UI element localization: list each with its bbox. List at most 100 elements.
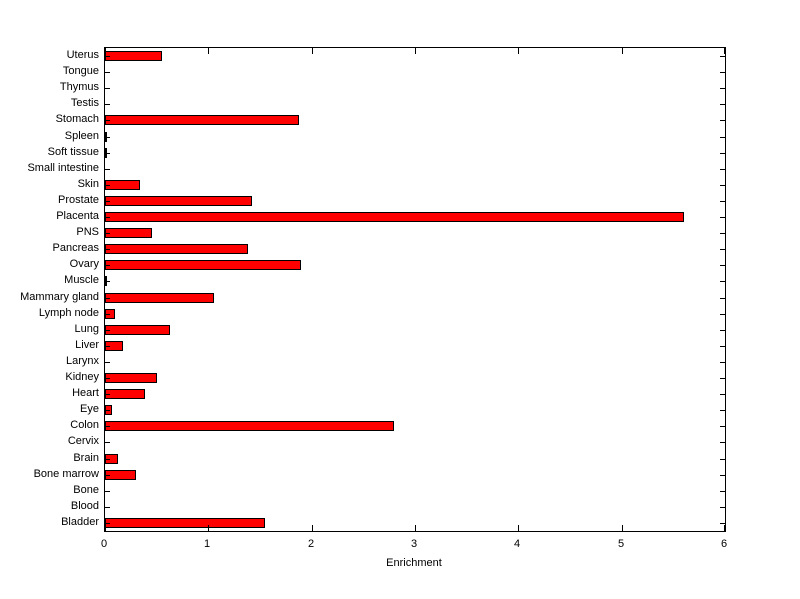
x-tick [208, 48, 209, 54]
x-tick [415, 48, 416, 54]
y-tick-label: Thymus [59, 81, 99, 94]
y-tick [105, 233, 110, 234]
y-tick-label: Small intestine [27, 161, 99, 174]
y-tick [105, 201, 110, 202]
y-tick-label: Stomach [55, 113, 99, 126]
y-tick [720, 314, 725, 315]
y-tick [720, 507, 725, 508]
bar [105, 453, 118, 464]
y-tick-label: Liver [75, 338, 99, 351]
x-tick-label: 4 [513, 538, 521, 550]
y-tick-label: Heart [72, 387, 99, 400]
y-tick-label: Bladder [61, 515, 99, 528]
y-tick-label: Bone marrow [33, 467, 99, 480]
y-tick [105, 249, 110, 250]
y-tick-label: Blood [70, 499, 99, 512]
bar [105, 51, 162, 62]
x-tick [208, 525, 209, 531]
y-tick [105, 378, 110, 379]
y-tick-label: Lymph node [38, 306, 99, 319]
y-tick-label: Cervix [67, 435, 99, 448]
bar [105, 389, 145, 400]
y-tick-label: Testis [70, 97, 99, 110]
bar [105, 421, 394, 432]
bar [105, 131, 107, 142]
y-tick [720, 265, 725, 266]
x-tick [724, 48, 725, 54]
y-tick-label: Skin [77, 177, 99, 190]
y-tick [105, 459, 110, 460]
x-tick [518, 525, 519, 531]
y-tick-label: Lung [74, 322, 99, 335]
y-tick [105, 426, 110, 427]
x-axis-title: Enrichment [386, 557, 442, 569]
y-tick [105, 491, 110, 492]
x-tick-label: 1 [203, 538, 211, 550]
bar [105, 244, 248, 255]
bar [105, 308, 115, 319]
plot-area [104, 47, 726, 532]
y-tick [720, 298, 725, 299]
y-tick [720, 169, 725, 170]
y-tick [105, 314, 110, 315]
x-tick [312, 525, 313, 531]
x-tick [415, 525, 416, 531]
y-tick-label: Brain [73, 451, 99, 464]
y-tick [105, 217, 110, 218]
y-tick [720, 185, 725, 186]
y-tick [720, 426, 725, 427]
bar [105, 340, 123, 351]
y-tick [105, 265, 110, 266]
y-tick [105, 523, 110, 524]
y-tick [105, 120, 110, 121]
y-tick [105, 394, 110, 395]
y-tick [720, 72, 725, 73]
y-tick-label: Kidney [65, 371, 99, 384]
y-tick [720, 153, 725, 154]
x-tick [518, 48, 519, 54]
y-tick [105, 475, 110, 476]
x-tick [312, 48, 313, 54]
y-tick-label: Placenta [56, 210, 99, 223]
x-tick [622, 48, 623, 54]
y-tick-label: Spleen [64, 129, 99, 142]
y-tick [105, 137, 110, 138]
y-tick [720, 137, 725, 138]
y-tick [105, 298, 110, 299]
y-tick-label: Tongue [62, 65, 99, 78]
x-tick [724, 525, 725, 531]
y-tick-label: Eye [80, 403, 99, 416]
y-tick [720, 491, 725, 492]
y-tick [720, 281, 725, 282]
y-tick-label: PNS [76, 226, 99, 239]
y-tick [105, 56, 110, 57]
y-tick [720, 104, 725, 105]
x-tick [105, 48, 106, 54]
bar [105, 373, 157, 384]
y-tick [720, 394, 725, 395]
y-tick-label: Colon [70, 419, 99, 432]
y-tick [720, 362, 725, 363]
bar [105, 212, 684, 223]
y-tick [105, 88, 110, 89]
bar [105, 115, 299, 126]
y-tick [105, 330, 110, 331]
y-tick [720, 217, 725, 218]
y-tick [720, 88, 725, 89]
y-tick [720, 459, 725, 460]
y-tick-label: Prostate [58, 193, 99, 206]
y-tick-label: Muscle [64, 274, 99, 287]
x-tick-label: 6 [720, 538, 728, 550]
bar [105, 292, 214, 303]
x-tick-label: 2 [307, 538, 315, 550]
bar [105, 147, 107, 158]
y-tick [105, 346, 110, 347]
y-tick [720, 475, 725, 476]
bar [105, 324, 170, 335]
y-tick [105, 410, 110, 411]
y-tick [105, 281, 110, 282]
bar [105, 228, 152, 239]
y-tick-label: Pancreas [52, 242, 99, 255]
y-tick [105, 72, 110, 73]
